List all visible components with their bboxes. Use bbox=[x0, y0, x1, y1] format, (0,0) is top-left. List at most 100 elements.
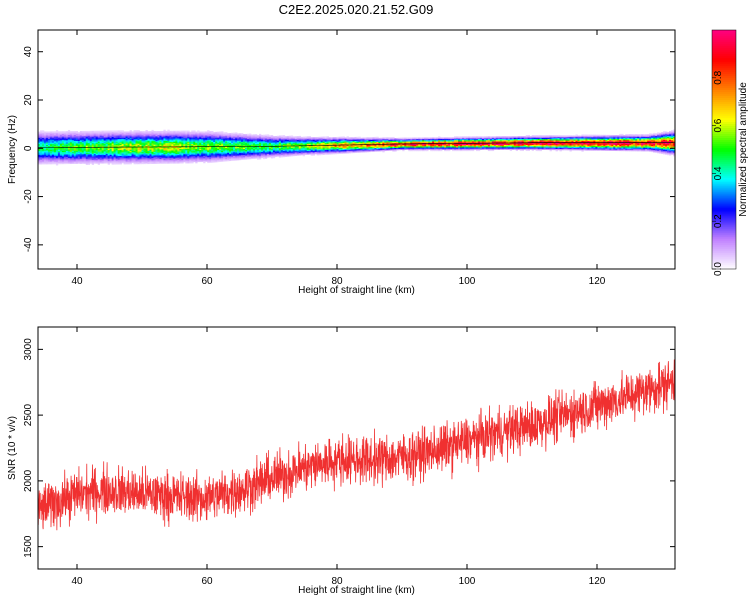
heatmap-cell bbox=[145, 149, 148, 151]
heatmap-cell bbox=[499, 136, 503, 138]
heatmap-cell bbox=[87, 159, 91, 162]
heatmap-cell bbox=[157, 137, 160, 139]
heatmap-cell bbox=[491, 147, 495, 149]
heatmap-cell bbox=[47, 141, 51, 143]
heatmap-cell bbox=[555, 138, 558, 141]
heatmap-cell bbox=[442, 142, 445, 144]
heatmap-cell bbox=[348, 151, 351, 154]
heatmap-cell bbox=[87, 163, 91, 165]
heatmap-cell bbox=[39, 150, 43, 153]
heatmap-cell bbox=[306, 140, 310, 142]
heatmap-cell bbox=[416, 149, 419, 152]
heatmap-cell bbox=[378, 143, 381, 146]
heatmap-cell bbox=[533, 147, 536, 149]
heatmap-cell bbox=[340, 149, 343, 152]
heatmap-cell bbox=[183, 136, 186, 139]
heatmap-cell bbox=[71, 132, 75, 134]
heatmap-cell bbox=[93, 142, 97, 145]
heatmap-cell bbox=[436, 144, 439, 147]
heatmap-cell bbox=[471, 147, 475, 149]
heatmap-cell bbox=[57, 160, 61, 162]
heatmap-cell bbox=[209, 156, 212, 159]
heatmap-cell bbox=[99, 130, 102, 133]
heatmap-cell bbox=[43, 150, 47, 153]
heatmap-cell bbox=[207, 160, 210, 162]
heatmap-cell bbox=[565, 136, 568, 139]
heatmap-cell bbox=[338, 137, 341, 140]
heatmap-cell bbox=[360, 147, 363, 149]
heatmap-cell bbox=[428, 147, 431, 149]
heatmap-cell bbox=[264, 138, 268, 140]
heatmap-cell bbox=[525, 139, 528, 142]
heatmap-cell bbox=[268, 137, 272, 140]
heatmap-cell bbox=[426, 148, 429, 150]
heatmap-cell bbox=[191, 143, 194, 146]
heatmap-cell bbox=[264, 139, 268, 141]
heatmap-cell bbox=[364, 150, 367, 153]
heatmap-cell bbox=[256, 135, 260, 137]
heatmap-cell bbox=[336, 151, 339, 153]
heatmap-cell bbox=[430, 147, 433, 149]
heatmap-cell bbox=[467, 136, 471, 138]
heatmap-cell bbox=[63, 133, 67, 136]
heatmap-cell bbox=[115, 152, 118, 154]
heatmap-cell bbox=[101, 135, 104, 137]
heatmap-cell bbox=[67, 137, 71, 139]
heatmap-cell bbox=[67, 152, 71, 155]
heatmap-cell bbox=[424, 144, 427, 147]
heatmap-cell bbox=[175, 133, 178, 135]
heatmap-cell bbox=[270, 140, 274, 142]
heatmap-cell bbox=[61, 149, 65, 151]
heatmap-cell bbox=[547, 135, 550, 137]
heatmap-cell bbox=[51, 147, 55, 149]
heatmap-cell bbox=[159, 139, 162, 141]
heatmap-cell bbox=[499, 138, 503, 141]
heatmap-cell bbox=[521, 147, 525, 149]
heatmap-cell bbox=[398, 137, 401, 140]
heatmap-cell bbox=[213, 140, 216, 142]
heatmap-cell bbox=[61, 143, 65, 145]
heatmap-cell bbox=[270, 144, 274, 147]
heatmap-cell bbox=[262, 146, 266, 149]
heatmap-cell bbox=[113, 148, 116, 151]
heatmap-cell bbox=[209, 161, 212, 163]
heatmap-cell bbox=[352, 139, 355, 142]
heatmap-cell bbox=[179, 157, 182, 159]
heatmap-cell bbox=[39, 135, 43, 137]
heatmap-cell bbox=[181, 136, 184, 139]
heatmap-cell bbox=[163, 136, 166, 139]
heatmap-cell bbox=[440, 147, 443, 149]
heatmap-cell bbox=[45, 155, 49, 158]
heatmap-cell bbox=[117, 160, 120, 163]
heatmap-cell bbox=[165, 134, 168, 137]
heatmap-cell bbox=[77, 139, 81, 141]
heatmap-cell bbox=[145, 143, 148, 145]
heatmap-cell bbox=[127, 132, 130, 135]
heatmap-cell bbox=[288, 139, 292, 141]
heatmap-cell bbox=[471, 148, 475, 150]
heatmap-cell bbox=[310, 139, 314, 142]
heatmap-cell bbox=[145, 154, 148, 156]
heatmap-cell bbox=[352, 146, 355, 149]
heatmap-cell bbox=[155, 161, 158, 163]
heatmap-cell bbox=[173, 160, 176, 163]
heatmap-cell bbox=[97, 157, 101, 159]
heatmap-cell bbox=[274, 138, 278, 140]
heatmap-cell bbox=[173, 142, 176, 145]
heatmap-cell bbox=[495, 148, 499, 150]
heatmap-cell bbox=[69, 161, 73, 163]
heatmap-cell bbox=[121, 153, 124, 155]
heatmap-cell bbox=[374, 145, 377, 147]
heatmap-cell bbox=[557, 141, 560, 143]
heatmap-cell bbox=[366, 144, 369, 147]
heatmap-cell bbox=[272, 142, 276, 144]
heatmap-cell bbox=[149, 161, 152, 163]
heatmap-cell bbox=[177, 142, 180, 145]
heatmap-cell bbox=[91, 136, 95, 139]
heatmap-cell bbox=[49, 136, 53, 138]
heatmap-cell bbox=[438, 139, 441, 142]
heatmap-cell bbox=[47, 156, 51, 159]
heatmap-cell bbox=[418, 138, 421, 141]
heatmap-cell bbox=[115, 146, 118, 148]
heatmap-cell bbox=[133, 145, 136, 148]
